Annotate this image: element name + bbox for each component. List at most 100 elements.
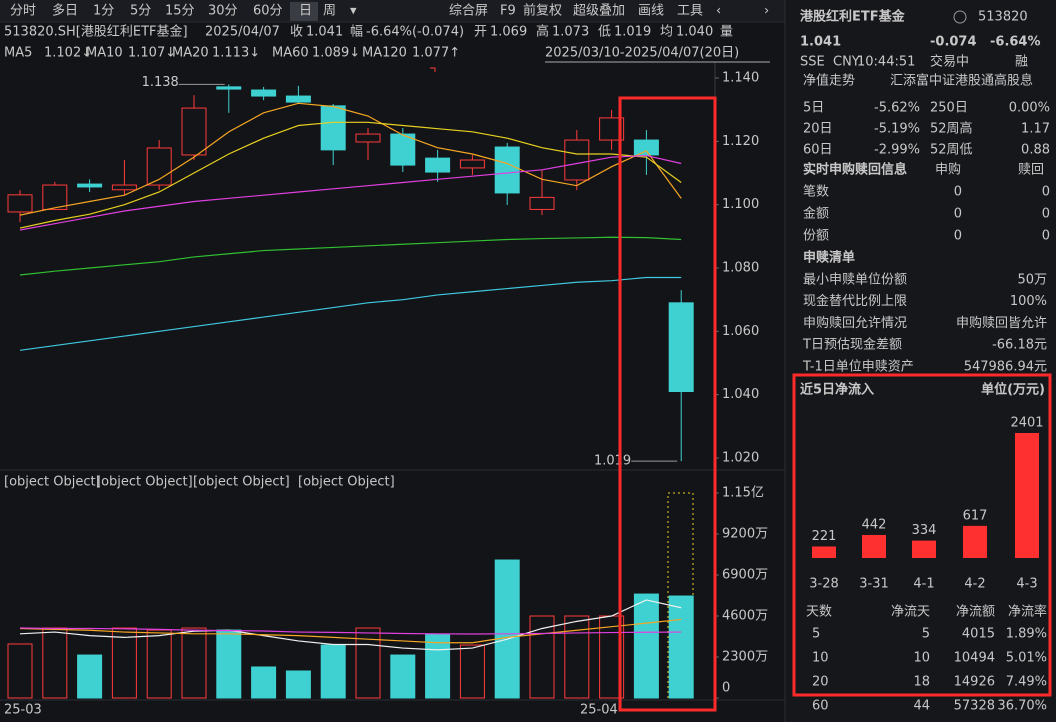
volume-bar: [633, 593, 659, 699]
volume-bar: [251, 666, 277, 699]
toolbar-button[interactable]: 前复权: [523, 3, 562, 19]
flow-value: 442: [862, 517, 887, 532]
col-header: 申购: [935, 162, 961, 178]
candle-body: [285, 95, 311, 103]
row-value: 100%: [1010, 294, 1047, 309]
return-label: 52周低: [930, 143, 973, 158]
toolbar-tab[interactable]: ▾: [350, 4, 357, 19]
volume-bar: [77, 654, 103, 699]
ma-name: MA120: [362, 46, 407, 61]
table-cell: 1.89%: [1006, 627, 1047, 642]
nav-index: 汇添富中证港股通高股息: [890, 73, 1033, 89]
ma-value: 1.089↓: [312, 46, 360, 61]
volume-legend: [object Object]: [193, 475, 290, 490]
toolbar-tab[interactable]: 5分: [130, 4, 151, 19]
toolbar-button[interactable]: F9: [500, 4, 516, 19]
toolbar-button[interactable]: 工具: [677, 4, 703, 19]
volume-legend: [object Object]: [4, 475, 101, 490]
ma-name: MA20: [172, 46, 209, 61]
date: 2025/04/07: [205, 25, 280, 40]
annotation: 1.138: [142, 75, 179, 90]
row-value: -66.18元: [992, 338, 1047, 353]
y-tick-label: 1.120: [722, 134, 759, 149]
table-header: 净流额: [956, 605, 995, 620]
flow-bar: [912, 540, 936, 558]
candle-body: [425, 157, 451, 173]
toolbar-tab[interactable]: 15分: [165, 4, 195, 19]
row-label: 金额: [803, 206, 829, 222]
toolbar-tab[interactable]: 多日: [52, 3, 78, 19]
volume-bar: [390, 654, 416, 699]
row-label: 最小申赎单位份额: [803, 273, 907, 288]
ma-line: [19, 154, 682, 231]
info-value: 1.041: [306, 25, 343, 40]
row-label: T-1日单位申赎资产: [802, 359, 914, 374]
candle-body: [181, 107, 207, 156]
candle-body: [251, 89, 277, 97]
volume-bar: [494, 559, 520, 699]
col-header: 赎回: [1018, 163, 1044, 178]
table-header: 净流率: [1008, 604, 1047, 620]
info-label: 低: [598, 25, 611, 40]
row-value: 0: [1042, 229, 1050, 244]
toolbar-tab[interactable]: 60分: [253, 4, 283, 19]
toolbar-tab[interactable]: 分时: [10, 4, 36, 19]
active-tab: [290, 2, 318, 21]
row-label: 申购赎回允许情况: [803, 315, 907, 331]
return-value: -5.19%: [874, 122, 920, 137]
flow-title: 近5日净流入: [800, 382, 874, 398]
marker: [430, 67, 436, 72]
table-cell: 5: [922, 627, 930, 642]
table-cell: 5.01%: [1006, 651, 1047, 666]
flow-bar: [1015, 433, 1039, 558]
y-tick-label: 2300万: [722, 650, 768, 665]
y-tick-label: 1.140: [722, 71, 759, 86]
table-cell: 20: [812, 675, 829, 690]
x-label: 25-03: [4, 703, 42, 718]
row-value: 申购赎回皆允许: [956, 315, 1047, 331]
candle-body: [494, 146, 520, 194]
toolbar-tab[interactable]: 1分: [93, 4, 114, 19]
row-value: 0: [954, 229, 962, 244]
date-range: 2025/03/10-2025/04/07(20日): [545, 46, 739, 61]
volume-bar: [42, 627, 68, 699]
ma-value: 1.102↓: [44, 46, 92, 61]
table-cell: 7.49%: [1006, 675, 1047, 690]
toolbar-tab[interactable]: 30分: [208, 4, 238, 19]
status: 融: [1015, 55, 1028, 70]
candle-body: [146, 147, 172, 186]
toolbar-tab[interactable]: 周: [323, 4, 336, 19]
status: 10:44:51: [857, 55, 915, 70]
toolbar-button[interactable]: ‹: [716, 4, 721, 19]
row-value: 0: [1042, 185, 1050, 200]
candle-body: [564, 139, 590, 181]
return-value: 0.00%: [1009, 101, 1050, 116]
flow-bar: [862, 534, 886, 558]
candle-body: [355, 133, 381, 143]
toolbar-button[interactable]: 超级叠加: [573, 4, 625, 19]
candle-body: [7, 194, 33, 213]
info-label: 高: [536, 24, 549, 40]
toolbar-button[interactable]: 画线: [638, 4, 664, 19]
info-label: 幅: [350, 25, 363, 40]
volume-bar: [529, 615, 555, 699]
flow-category: 3-31: [859, 577, 889, 592]
section-title: 申赎清单: [803, 250, 855, 266]
flow-value: 334: [912, 523, 937, 538]
table-cell: 36.70%: [997, 699, 1047, 714]
toolbar-button[interactable]: ›: [764, 4, 769, 19]
flow-bg: [793, 375, 1050, 695]
candle-body: [390, 133, 416, 166]
info-icon[interactable]: [953, 10, 967, 24]
return-label: 60日: [803, 143, 833, 158]
table-cell: 18: [913, 675, 930, 690]
volume-legend: [object Object]: [96, 475, 193, 490]
toolbar-button[interactable]: 综合屏: [449, 4, 488, 19]
volume-bar: [425, 633, 451, 699]
flow-unit: 单位(万元): [981, 382, 1045, 398]
volume-bar: [320, 644, 346, 699]
toolbar-bg: [0, 0, 785, 22]
flow-value: 617: [963, 508, 988, 523]
toolbar-tab[interactable]: 日: [299, 4, 312, 19]
y-tick-label: 1.040: [722, 387, 759, 402]
